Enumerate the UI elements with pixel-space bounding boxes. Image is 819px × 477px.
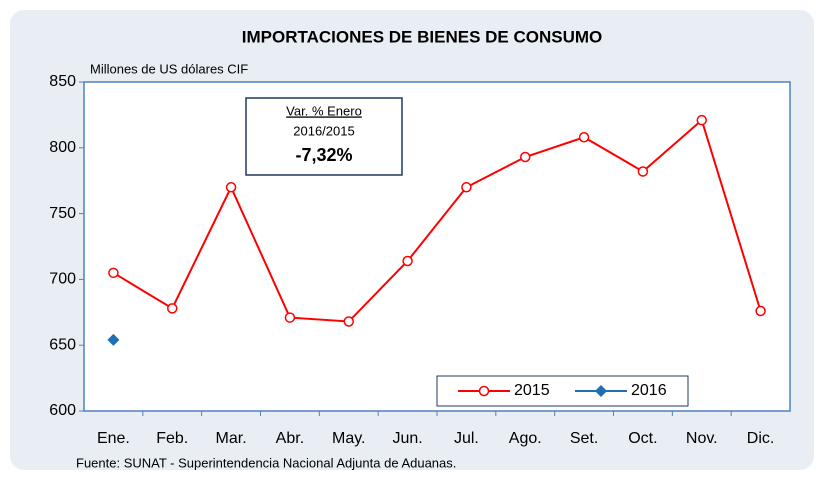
data-point [108, 267, 119, 279]
y-tick-label: 850 [49, 73, 76, 90]
x-tick-label: Nov. [686, 430, 718, 447]
y-tick-label: 600 [49, 402, 76, 419]
data-point [167, 303, 178, 314]
x-tick-label: Jul. [454, 430, 479, 447]
data-point [284, 312, 296, 323]
x-tick-label: Oct. [628, 430, 657, 447]
annotation-box [245, 97, 403, 176]
legend-label: 2015 [514, 382, 550, 399]
data-point [520, 151, 531, 163]
data-point [755, 305, 766, 317]
data-point [578, 132, 590, 143]
annotation-title: Var. % Enero [286, 103, 362, 118]
data-point [402, 255, 413, 267]
data-point [696, 114, 707, 126]
y-tick-label: 750 [49, 205, 76, 222]
legend-label: 2016 [631, 382, 667, 399]
x-tick-label: May. [332, 430, 365, 447]
x-tick-label: Jun. [392, 430, 422, 447]
x-tick-label: Feb. [156, 430, 188, 447]
source-note: Fuente: SUNAT - Superintendencia Naciona… [76, 455, 456, 470]
x-tick-label: Dic. [747, 430, 775, 447]
annotation-value: -7,32% [295, 145, 352, 165]
y-axis-label: Millones de US dólares CIF [90, 61, 248, 76]
data-point [595, 385, 607, 397]
data-point [107, 333, 120, 346]
y-tick-label: 800 [49, 139, 76, 156]
plot-area [83, 81, 791, 412]
data-point [343, 316, 354, 327]
x-tick-label: Set. [570, 430, 598, 447]
y-tick-label: 700 [49, 271, 76, 288]
series-line [112, 118, 762, 323]
data-point [478, 385, 490, 397]
data-point [637, 166, 649, 177]
y-tick-label: 650 [49, 336, 76, 353]
data-point [461, 182, 472, 193]
annotation-subtitle: 2016/2015 [293, 123, 354, 138]
x-tick-label: Mar. [216, 430, 247, 447]
x-tick-label: Abr. [276, 430, 304, 447]
x-tick-label: Ene. [97, 430, 130, 447]
chart-title: IMPORTACIONES DE BIENES DE CONSUMO [242, 27, 603, 46]
x-tick-label: Ago. [509, 430, 542, 447]
data-point [225, 182, 237, 193]
